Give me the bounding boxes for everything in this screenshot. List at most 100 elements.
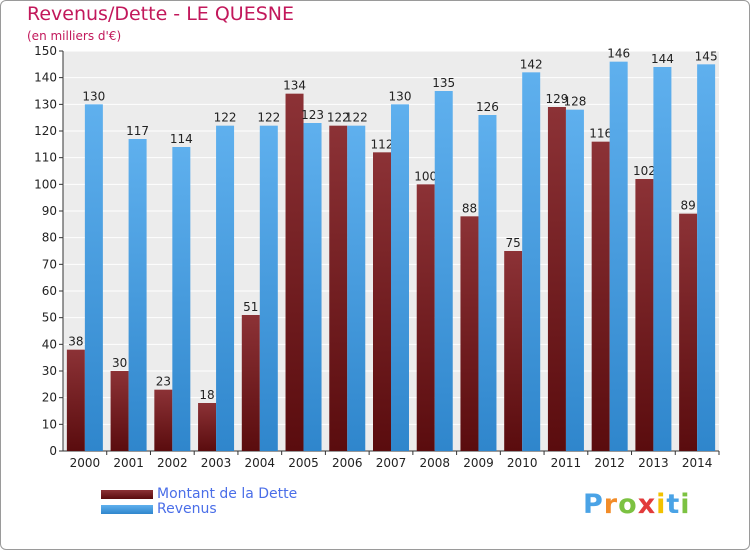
bar-revenus-2007 — [391, 104, 409, 451]
data-label-dette-2010: 75 — [506, 236, 521, 250]
data-label-revenus-2003: 122 — [214, 111, 237, 125]
bar-dette-2001 — [110, 371, 129, 451]
data-label-dette-2004: 51 — [243, 300, 258, 314]
y-tick-label-150: 150 — [34, 44, 57, 58]
x-tick-label-2000: 2000 — [70, 456, 101, 470]
data-label-revenus-2001: 117 — [126, 124, 149, 138]
bar-dette-2014 — [679, 213, 698, 451]
chart-subtitle: (en milliers d'€) — [27, 29, 122, 43]
legend-swatch-revenus — [101, 505, 153, 514]
x-tick-label-2006: 2006 — [332, 456, 363, 470]
bar-dette-2010 — [504, 251, 523, 451]
data-label-dette-2011: 129 — [545, 92, 568, 106]
data-label-dette-2013: 102 — [633, 164, 656, 178]
bar-dette-2008 — [416, 184, 435, 452]
data-label-revenus-2013: 144 — [651, 52, 674, 66]
bar-revenus-2009 — [478, 115, 497, 451]
bar-revenus-2008 — [434, 91, 453, 451]
bar-dette-2007 — [373, 152, 391, 452]
bar-dette-2002 — [154, 389, 173, 451]
y-tick-label-100: 100 — [34, 177, 57, 191]
bar-revenus-2006 — [347, 125, 366, 452]
bar-revenus-2014 — [697, 64, 716, 452]
y-tick-label-10: 10 — [42, 417, 57, 431]
data-label-revenus-2006: 122 — [345, 111, 368, 125]
bar-dette-2006 — [329, 125, 348, 452]
bar-revenus-2000 — [84, 104, 103, 451]
y-tick-label-60: 60 — [42, 284, 57, 298]
data-label-revenus-2002: 114 — [170, 132, 193, 146]
logo-letter: o — [618, 489, 638, 520]
logo-letter: P — [583, 489, 604, 520]
bar-revenus-2013 — [653, 67, 672, 451]
x-tick-label-2001: 2001 — [113, 456, 144, 470]
y-tick-label-130: 130 — [34, 97, 57, 111]
logo-letter: x — [637, 489, 657, 520]
data-label-dette-2006: 122 — [327, 111, 350, 125]
x-tick-label-2013: 2013 — [638, 456, 669, 470]
y-tick-label-140: 140 — [34, 71, 57, 85]
data-label-dette-2001: 30 — [112, 356, 127, 370]
bar-revenus-2001 — [128, 139, 147, 451]
data-label-dette-2003: 18 — [199, 388, 214, 402]
x-tick-label-2005: 2005 — [288, 456, 319, 470]
data-label-revenus-2000: 130 — [82, 89, 105, 103]
legend-swatch-dette — [101, 490, 153, 499]
y-tick-label-50: 50 — [42, 311, 57, 325]
bar-revenus-2010 — [522, 72, 541, 451]
x-tick-label-2014: 2014 — [682, 456, 713, 470]
bar-revenus-2003 — [216, 125, 235, 452]
bar-dette-2013 — [635, 179, 654, 451]
x-tick-label-2004: 2004 — [245, 456, 276, 470]
y-tick-label-0: 0 — [49, 444, 57, 458]
bar-dette-2009 — [460, 216, 479, 451]
data-label-dette-2007: 112 — [371, 137, 394, 151]
data-label-revenus-2008: 135 — [432, 76, 455, 90]
bar-dette-2003 — [198, 403, 217, 451]
x-tick-label-2009: 2009 — [463, 456, 494, 470]
y-tick-label-30: 30 — [42, 364, 57, 378]
logo-letter: t — [666, 489, 681, 520]
chart-title: Revenus/Dette - LE QUESNE — [27, 3, 294, 25]
x-tick-label-2010: 2010 — [507, 456, 538, 470]
data-label-dette-2002: 23 — [156, 375, 171, 389]
x-tick-label-2008: 2008 — [419, 456, 450, 470]
bar-revenus-2011 — [565, 109, 584, 452]
logo-letter: r — [603, 489, 619, 520]
logo-letter: i — [656, 489, 667, 520]
x-tick-label-2003: 2003 — [201, 456, 232, 470]
bar-dette-2012 — [591, 141, 610, 451]
x-tick-label-2012: 2012 — [594, 456, 625, 470]
bar-revenus-2002 — [172, 147, 191, 451]
logo-letter: i — [680, 489, 691, 520]
bar-dette-2004 — [241, 315, 260, 451]
y-tick-label-90: 90 — [42, 204, 57, 218]
bar-revenus-2004 — [259, 125, 278, 452]
data-label-revenus-2012: 146 — [607, 47, 630, 61]
bar-dette-2000 — [66, 349, 85, 451]
bar-dette-2011 — [547, 107, 566, 451]
data-label-revenus-2007: 130 — [389, 89, 412, 103]
legend-label-dette: Montant de la Dette — [157, 486, 298, 502]
bar-revenus-2005 — [303, 123, 322, 451]
data-label-dette-2000: 38 — [68, 335, 83, 349]
data-label-revenus-2005: 123 — [301, 108, 324, 122]
data-label-dette-2009: 88 — [462, 201, 477, 215]
x-tick-label-2011: 2011 — [551, 456, 582, 470]
data-label-revenus-2011: 128 — [563, 95, 586, 109]
data-label-revenus-2009: 126 — [476, 100, 499, 114]
bar-dette-2005 — [285, 93, 304, 452]
legend-label-revenus: Revenus — [157, 501, 217, 517]
y-tick-label-120: 120 — [34, 124, 57, 138]
y-tick-label-80: 80 — [42, 231, 57, 245]
data-label-revenus-2014: 145 — [695, 49, 718, 63]
y-tick-label-20: 20 — [42, 391, 57, 405]
data-label-revenus-2004: 122 — [257, 111, 280, 125]
data-label-dette-2008: 100 — [414, 169, 437, 183]
x-tick-label-2007: 2007 — [376, 456, 407, 470]
data-label-revenus-2010: 142 — [520, 57, 543, 71]
data-label-dette-2014: 89 — [680, 199, 695, 213]
data-label-dette-2012: 116 — [589, 127, 612, 141]
